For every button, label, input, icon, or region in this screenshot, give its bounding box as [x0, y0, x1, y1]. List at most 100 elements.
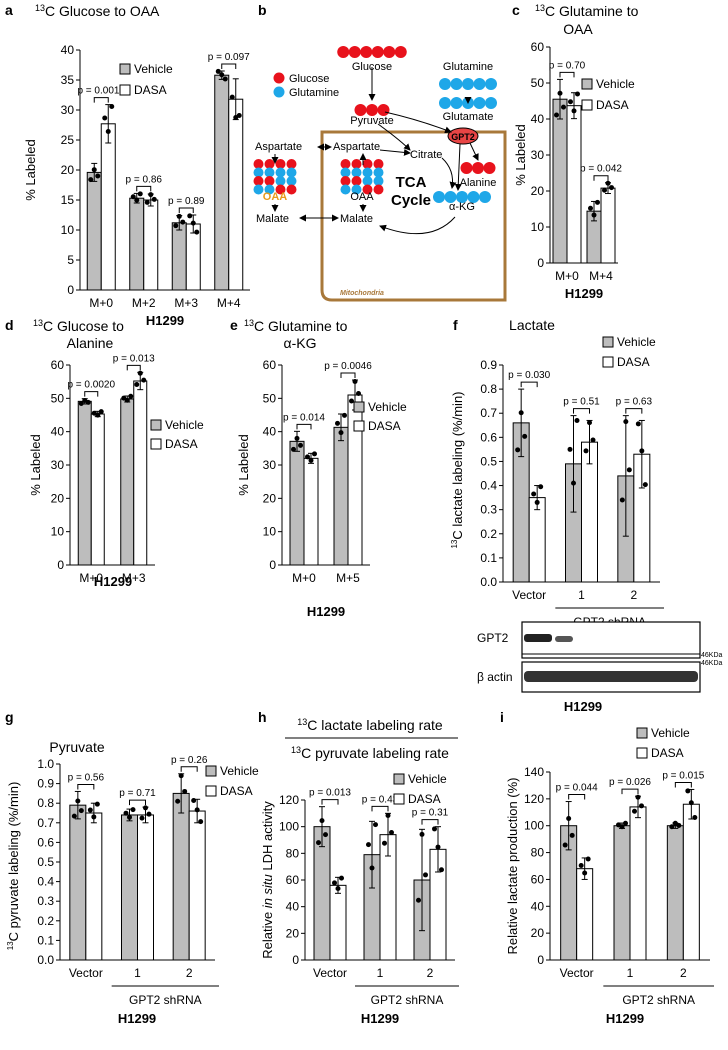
oaa-in-grid-atom [351, 167, 362, 178]
blot-actin-bands [524, 671, 698, 682]
oaa-in-grid-atom [373, 184, 384, 195]
group-label-h: GPT2 shRNA [371, 993, 444, 1007]
panel-titles: 13C Glucose to OAA 13C Glutamine to OAA … [33, 3, 639, 761]
data-point-g [91, 814, 97, 820]
glucose-chain-atom [337, 46, 350, 58]
chart-g: 0.0 0.1 0.2 0.3 0.4 0.5 0.6 0.7 0.8 0.9 1.0 13C pyr… [6, 755, 219, 1026]
x-tick-label-a: M+2 [132, 296, 156, 310]
bar-e-dasa [303, 457, 319, 566]
legend-label-d-vehicle: Vehicle [165, 418, 204, 432]
y-tick-label-g: 0.8 [37, 796, 54, 810]
legend-label-i-vehicle: Vehicle [651, 726, 690, 740]
data-point-h [432, 826, 437, 832]
y-tick-label-g: 0.4 [37, 875, 54, 889]
glutamine-chain-atom [485, 78, 497, 90]
data-point-e [352, 379, 358, 384]
y-tick-label-e: 10 [263, 525, 277, 539]
glutamine-molecule [439, 78, 497, 90]
bar-g-dasa [188, 810, 206, 961]
x-axis-label-a: H1299 [146, 313, 184, 328]
data-point-f [626, 467, 632, 473]
data-point-a [222, 76, 228, 82]
y-tick-label-e: 40 [263, 425, 277, 439]
aspartate-in-label: Aspartate [333, 141, 380, 153]
oaa-in-grid-atom [373, 167, 384, 178]
data-point-f [531, 491, 537, 497]
data-point-d [85, 399, 91, 405]
arrow-aspartate-citrate [379, 148, 411, 156]
y-tick-label-f: 0.3 [480, 503, 497, 517]
y-tick-label-d: 0 [57, 558, 64, 572]
y-tick-label-h: 20 [286, 926, 300, 940]
y-axis-label-c: LDH activity [260, 801, 275, 874]
data-point-i [692, 815, 698, 821]
data-point-a [88, 177, 94, 183]
bar-a-dasa [143, 199, 159, 291]
data-point-g [130, 807, 136, 813]
glutamate-chain-atom [450, 97, 463, 109]
title-f: Lactate [509, 317, 555, 333]
data-point-e [356, 391, 361, 396]
y-tick-label-f: 0.2 [480, 527, 497, 541]
bar-e-vehicle [333, 426, 349, 566]
data-point-f [518, 410, 524, 416]
y-tick-label-h: 100 [279, 820, 299, 834]
legend-label-e-dasa: DASA [368, 419, 401, 433]
bar-i-dasa [629, 806, 647, 961]
p-value-a: p = 0.097 [208, 52, 250, 63]
legend-swatch-d-vehicle [150, 419, 162, 431]
panel-letter-g: g [5, 709, 14, 725]
bar-g-vehicle [69, 804, 87, 961]
oaa-in-grid-atom [351, 184, 362, 195]
group-label-i: GPT2 shRNA [622, 993, 695, 1007]
data-point-i [578, 862, 584, 868]
data-point-d [137, 370, 143, 376]
blot-actin-label: β actin [477, 670, 513, 684]
data-point-h [323, 832, 328, 838]
data-point-g [143, 805, 148, 811]
x-tick-label-a: M+3 [174, 296, 198, 310]
title-d-line1: 13C Glucose to [33, 318, 124, 334]
oaa-out-grid-atom [253, 167, 264, 178]
data-point-g [94, 801, 100, 807]
glutamate-chain-atom [473, 97, 486, 109]
data-point-a [134, 197, 140, 203]
x-tick-label-i: 2 [680, 966, 687, 980]
legend-swatch-a-dasa [119, 84, 131, 96]
data-point-e [349, 398, 354, 404]
alanine-chain-atom [460, 162, 473, 174]
data-point-c [571, 108, 577, 114]
x-tick-label-d: M+0 [79, 571, 103, 585]
glucose-chain-atom [348, 46, 361, 58]
data-point-i [566, 815, 572, 821]
data-point-g [191, 797, 197, 803]
y-tick-label-g: 0.6 [37, 835, 54, 849]
chart-e: 0 10 20 30 40 50 60 % Labeled p = 0.014 M+0 p = 0.… [236, 358, 372, 619]
bar-c-dasa [566, 105, 582, 264]
glucose-chain-atom [360, 46, 373, 58]
p-value-e: p = 0.0046 [324, 361, 372, 372]
y-tick-label-c: 50 [531, 76, 545, 90]
arrow-pyruvate-gpt2 [384, 111, 452, 134]
arrow-pyruvate-citrate [377, 123, 411, 151]
y-axis-label-g: 13C pyruvate labeling (%/min) [6, 782, 21, 951]
x-tick-label-g: Vector [69, 966, 103, 980]
significance-bracket-i [621, 788, 639, 795]
data-point-c [588, 205, 593, 211]
data-point-f [587, 420, 592, 426]
legend-swatch-c-dasa [581, 99, 593, 111]
y-tick-label-g: 0.3 [37, 894, 54, 908]
panel-letter-a: a [5, 2, 13, 18]
aspartate-out-label: Aspartate [255, 141, 302, 153]
data-point-a [180, 219, 186, 225]
legend-swatch-g-dasa [205, 785, 217, 797]
data-point-i [685, 788, 691, 794]
alanine-molecule [460, 162, 496, 174]
y-tick-label-f: 0.0 [480, 575, 497, 589]
bar-g-dasa [137, 814, 154, 961]
chart-i: 0 20 40 60 80 100 120 140 Relative lactate produ… [505, 765, 714, 1026]
p-value-h: p = 0.43 [362, 794, 399, 805]
significance-bracket-g [180, 766, 198, 772]
data-point-a [148, 192, 154, 198]
oaa-out-grid-atom [253, 176, 264, 186]
